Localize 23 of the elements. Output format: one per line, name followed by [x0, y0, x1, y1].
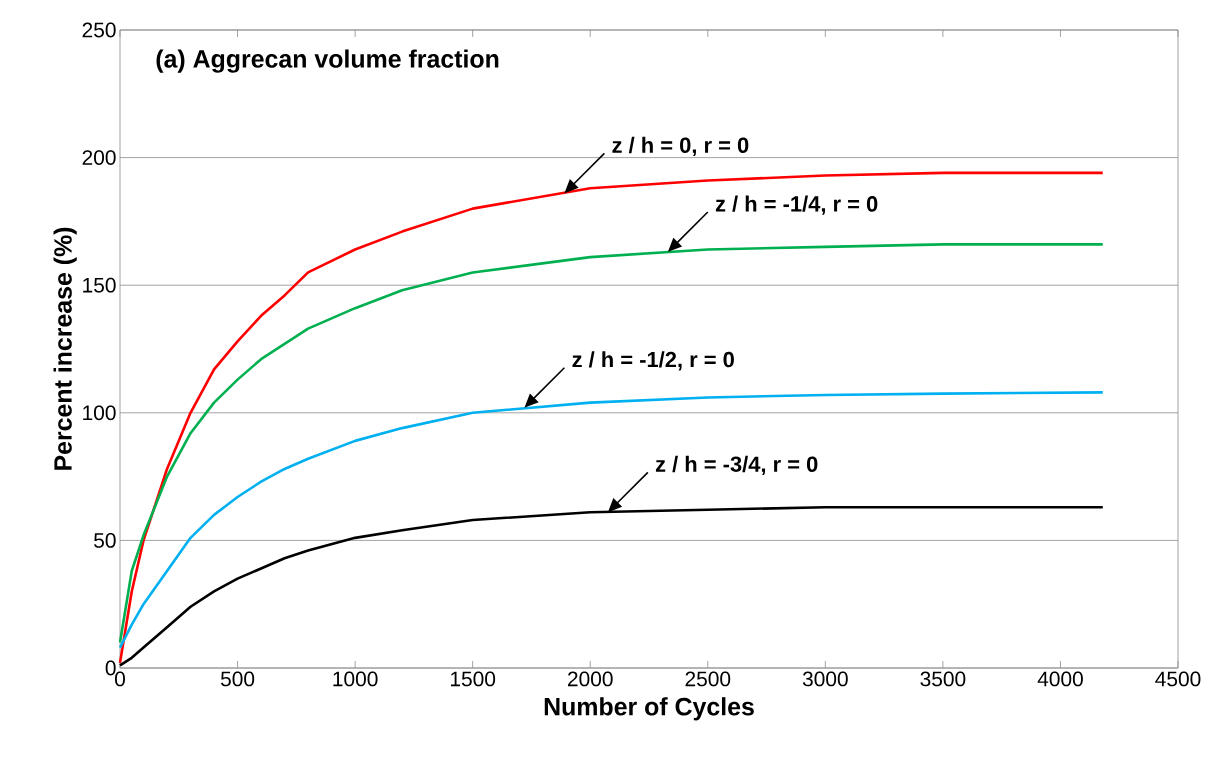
y-tick-label: 200 — [82, 150, 116, 165]
annotation: z / h = -1/2, r = 0 — [572, 351, 734, 371]
annotation: z / h = -3/4, r = 0 — [655, 455, 818, 476]
y-tick-label: 100 — [83, 405, 116, 421]
text: (a) Aggrecan volume fraction — [156, 49, 499, 73]
x-tick-label: 1000 — [333, 671, 378, 687]
y-tick-label: 250 — [82, 22, 116, 38]
x-tick-label: 3500 — [920, 671, 966, 687]
y-tick-label: 50 — [94, 532, 116, 548]
x-tick-label: 4000 — [1037, 671, 1083, 687]
annotation: z / h = 0, r = 0 — [612, 136, 749, 157]
y-axis-title: Percent increase (%) — [53, 227, 77, 470]
x-tick-label: 1500 — [450, 671, 496, 687]
x-tick-label: 2000 — [568, 671, 613, 687]
line-series — [118, 171, 1105, 665]
annotation: z / h = -1/4, r = 0 — [715, 195, 878, 215]
x-tick-label: 2500 — [685, 671, 731, 687]
x-tick-label: 4500 — [1155, 671, 1201, 687]
x-tick-label: 3000 — [802, 671, 848, 687]
x-axis-title: Number of Cycles — [544, 697, 754, 721]
x-tick-label: 500 — [220, 671, 255, 687]
y-tick-label: 150 — [83, 277, 116, 293]
y-tick-label: 0 — [105, 660, 116, 676]
